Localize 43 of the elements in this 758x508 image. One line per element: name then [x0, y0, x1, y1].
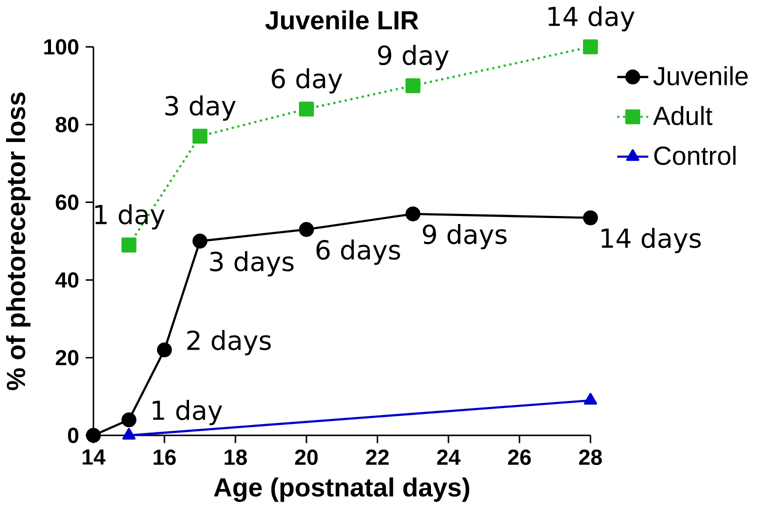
- point: [583, 210, 598, 226]
- annotation: 2 days: [187, 330, 271, 356]
- point: [156, 342, 172, 358]
- x-tick-label: 20: [295, 450, 318, 465]
- annotation: 14 days: [602, 228, 701, 254]
- annotation: 6 days: [316, 240, 400, 265]
- x-tick-label: 28: [579, 450, 602, 465]
- point: [299, 222, 314, 237]
- point: [121, 238, 136, 252]
- x-tick-label: 24: [437, 450, 460, 465]
- y-tick-label: 80: [56, 116, 78, 132]
- x-tick-label: 22: [366, 450, 389, 465]
- legend-label: Juvenile: [653, 66, 748, 86]
- annotation: 3 day: [165, 95, 236, 121]
- annotation: 1 day: [95, 204, 165, 230]
- point: [192, 128, 208, 144]
- x-tick-label: 14: [82, 450, 106, 465]
- point: [121, 412, 136, 428]
- y-tick-label: 0: [68, 428, 78, 444]
- point: [406, 206, 420, 222]
- x-axis-title: Age (postnatal days): [214, 477, 470, 502]
- legend-label: Control: [654, 146, 736, 166]
- legend-label: Adult: [653, 106, 712, 126]
- y-tick-label: 20: [56, 350, 78, 366]
- annotation: 9 days: [422, 224, 507, 250]
- point: [406, 78, 420, 94]
- x-tick-label: 26: [508, 450, 531, 465]
- chart-title: Juvenile LIR: [265, 10, 418, 30]
- y-tick-label: 40: [55, 272, 78, 288]
- x-tick-label: 16: [154, 450, 176, 465]
- x-tick-label: 18: [224, 450, 247, 465]
- point: [86, 428, 101, 443]
- annotation: 6 day: [272, 68, 342, 94]
- y-tick-label: 60: [56, 194, 78, 210]
- annotation: 14 day: [548, 6, 635, 32]
- y-axis-title: % of photoreceptor loss: [6, 92, 30, 390]
- annotation: 9 day: [378, 44, 449, 70]
- point: [583, 39, 598, 54]
- annotation: 1 day: [152, 400, 222, 426]
- point: [192, 234, 208, 249]
- annotation: 3 days: [210, 251, 294, 276]
- y-tick-label: 100: [44, 39, 78, 55]
- point: [299, 102, 314, 116]
